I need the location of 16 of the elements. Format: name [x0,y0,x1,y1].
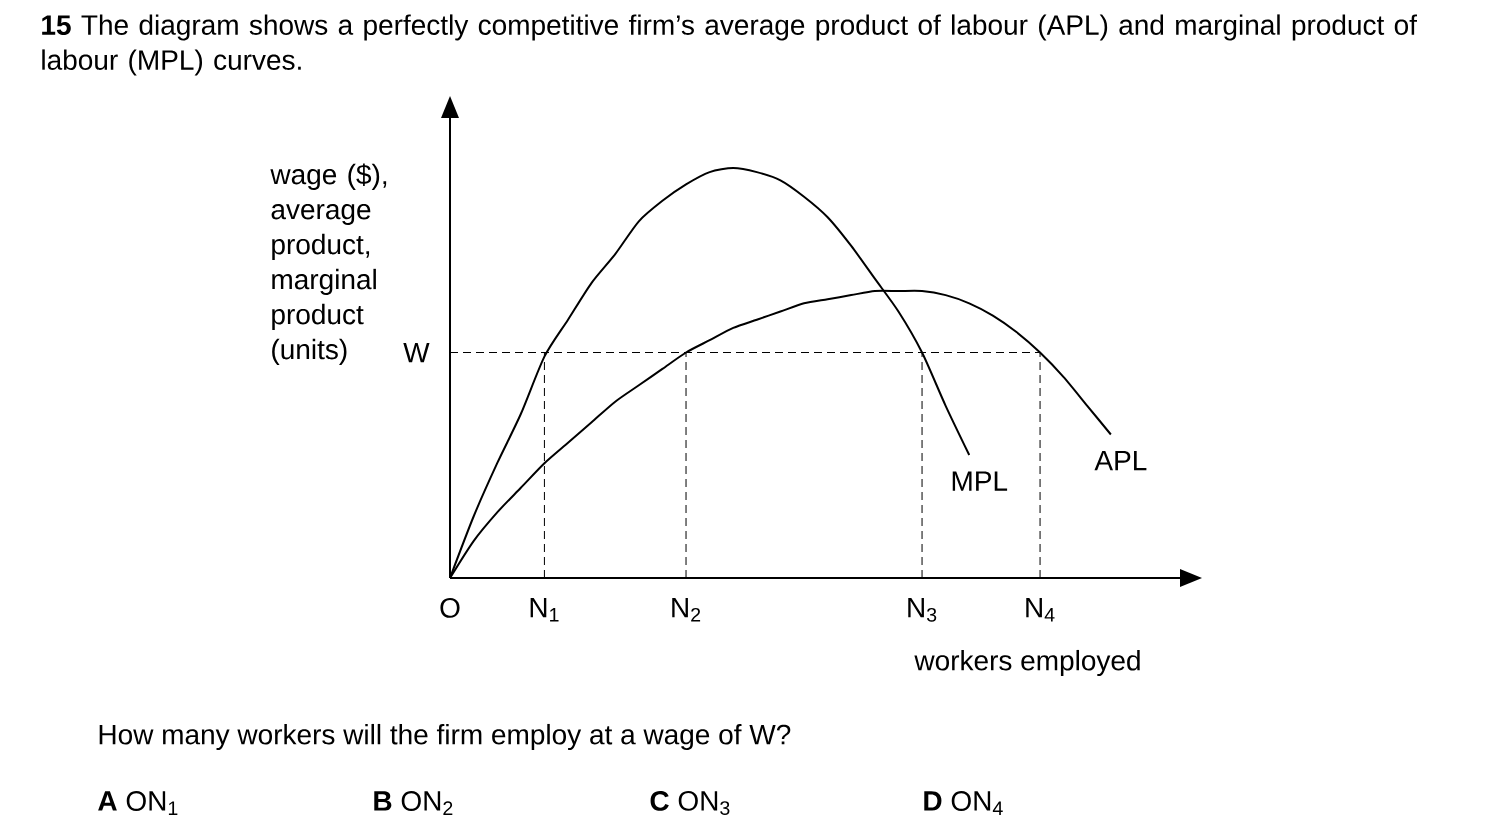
text: A ON$_{1}$ [98,791,178,815]
x-axis-title: workers employed [914,649,1140,677]
y-axis-title: wage ($), average product, marginal product (units) [270,163,387,365]
x-tick-label: N$_{1}$ [530,598,559,622]
chart-title: 15 The diagram shows a perfectly competitive firm’s average product of labour (APL) and marginal product of labour (MPL) curves. [42,14,1417,76]
x-tick-label: N$_{4}$ [1026,598,1055,622]
text: C ON$_{3}$ [650,790,730,816]
series-label: MPL [952,471,1008,491]
x-tick-label: N$_{3}$ [908,598,937,622]
x-tick-label: N$_{2}$ [672,598,701,622]
ref-line-label: W [403,342,430,363]
x-tick-label: O [440,597,460,618]
text: How many workers will the firm employ at a wage of W? [99,723,791,751]
text: B ON$_{2}$ [374,791,453,815]
text: D ON$_{4}$ [924,791,1003,815]
series-label: APL [1094,450,1147,471]
